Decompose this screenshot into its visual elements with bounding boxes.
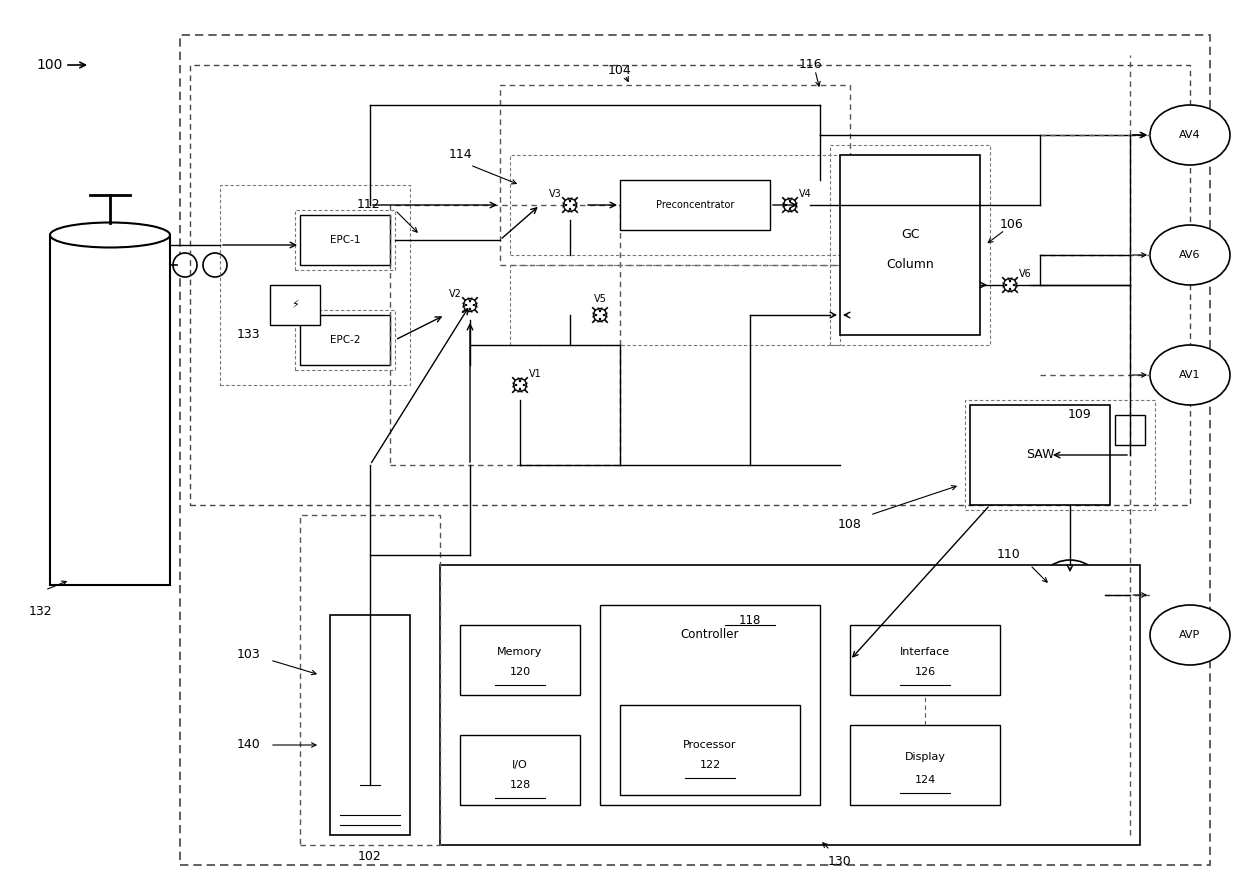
Text: 126: 126	[914, 667, 935, 677]
Bar	[510, 155, 839, 255]
Text: 100: 100	[37, 58, 63, 72]
Text: V5: V5	[594, 294, 606, 304]
Bar	[391, 205, 620, 465]
Ellipse shape	[50, 222, 170, 248]
Text: Controller: Controller	[681, 628, 739, 642]
Bar	[830, 145, 990, 345]
Bar	[620, 180, 770, 230]
Bar	[460, 735, 580, 805]
Bar	[330, 615, 410, 835]
Bar	[965, 400, 1154, 510]
Text: Display: Display	[904, 752, 945, 762]
Bar	[620, 705, 800, 795]
Text: EPC-1: EPC-1	[330, 235, 361, 245]
Text: I/O: I/O	[512, 760, 528, 770]
Bar	[500, 85, 849, 265]
Text: 112: 112	[356, 198, 379, 212]
Text: Interface: Interface	[900, 647, 950, 657]
Text: 106: 106	[999, 219, 1024, 232]
Bar	[300, 315, 391, 365]
Text: V4: V4	[799, 189, 811, 199]
Bar	[295, 310, 396, 370]
Bar	[970, 405, 1110, 505]
Circle shape	[174, 253, 197, 277]
Text: 110: 110	[996, 549, 1021, 561]
Text: 104: 104	[608, 64, 632, 76]
Circle shape	[563, 198, 577, 212]
Bar	[180, 35, 1210, 865]
Text: V2: V2	[449, 289, 461, 299]
Text: 103: 103	[237, 649, 260, 661]
Bar	[50, 235, 170, 585]
Text: 122: 122	[699, 760, 720, 770]
Text: EPC-2: EPC-2	[330, 335, 361, 345]
Text: 140: 140	[237, 738, 260, 751]
Ellipse shape	[1149, 605, 1230, 665]
Bar	[270, 285, 320, 325]
Bar	[510, 265, 839, 345]
Bar	[839, 155, 980, 335]
Bar	[849, 625, 999, 695]
Text: 130: 130	[828, 855, 852, 868]
Text: 128: 128	[510, 780, 531, 790]
Ellipse shape	[1149, 345, 1230, 405]
Bar	[300, 215, 391, 265]
Circle shape	[1035, 560, 1105, 630]
Text: 118: 118	[739, 613, 761, 627]
Text: 132: 132	[29, 605, 52, 618]
Text: Memory: Memory	[497, 647, 543, 657]
Circle shape	[513, 379, 527, 391]
Bar	[600, 605, 820, 805]
Text: 114: 114	[448, 149, 471, 161]
Text: V3: V3	[548, 189, 562, 199]
Polygon shape	[1040, 595, 1100, 630]
Text: 109: 109	[1068, 409, 1092, 421]
Bar	[1115, 415, 1145, 445]
Ellipse shape	[1149, 225, 1230, 285]
Bar	[219, 185, 410, 385]
Text: AV4: AV4	[1179, 130, 1200, 140]
Text: V1: V1	[528, 369, 542, 380]
Circle shape	[1003, 279, 1017, 291]
Circle shape	[784, 198, 796, 212]
Text: AVP: AVP	[1179, 630, 1200, 640]
Ellipse shape	[1149, 105, 1230, 165]
Text: 120: 120	[510, 667, 531, 677]
Text: GC: GC	[900, 228, 919, 242]
Text: Processor: Processor	[683, 740, 737, 750]
Text: 133: 133	[237, 328, 260, 342]
Text: Preconcentrator: Preconcentrator	[656, 200, 734, 210]
Bar	[440, 565, 1140, 845]
Circle shape	[203, 253, 227, 277]
Text: SAW: SAW	[1025, 449, 1054, 461]
Text: Column: Column	[887, 258, 934, 272]
Text: 102: 102	[358, 850, 382, 863]
Text: V6: V6	[1018, 269, 1032, 280]
Bar	[300, 515, 440, 845]
Bar	[190, 65, 1190, 505]
Bar	[460, 625, 580, 695]
Circle shape	[464, 298, 476, 312]
Text: 116: 116	[799, 58, 822, 72]
Text: AV6: AV6	[1179, 250, 1200, 260]
Bar	[849, 725, 999, 805]
Text: ⚡: ⚡	[291, 300, 299, 310]
Text: 108: 108	[838, 519, 862, 532]
Text: AV1: AV1	[1179, 370, 1200, 380]
Text: 124: 124	[914, 775, 936, 785]
Circle shape	[594, 309, 606, 321]
Bar	[295, 210, 396, 270]
